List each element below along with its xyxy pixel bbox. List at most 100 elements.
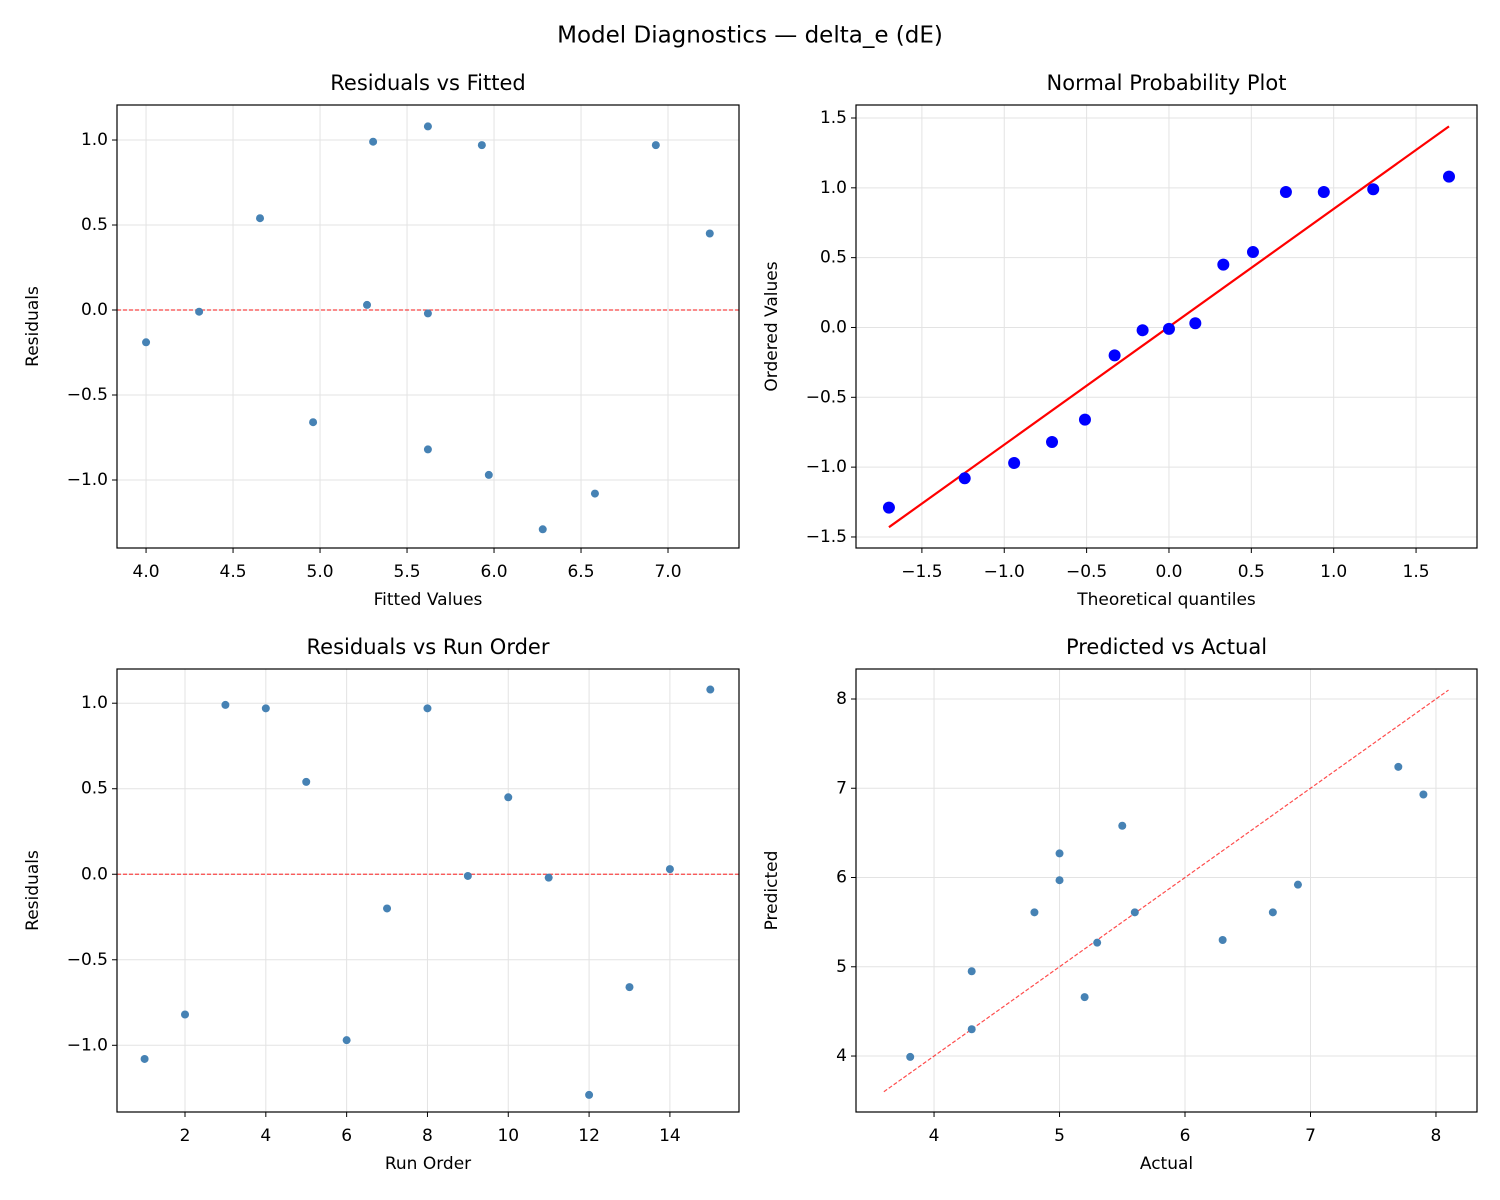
- point: [423, 704, 432, 713]
- point: [625, 983, 634, 992]
- point: [1008, 456, 1021, 469]
- x-axis-label: Run Order: [385, 1154, 471, 1174]
- y-tick-label: 1.0: [81, 130, 108, 150]
- subplot-title: Residuals vs Fitted: [330, 71, 525, 95]
- point: [651, 141, 660, 150]
- point: [181, 1010, 190, 1019]
- point: [423, 309, 432, 318]
- plot-frame: [855, 104, 1478, 549]
- point: [309, 418, 318, 427]
- point: [544, 873, 553, 882]
- point: [423, 122, 432, 131]
- point: [1217, 258, 1230, 271]
- plot-frame: [116, 104, 740, 549]
- fit-line: [883, 689, 1449, 1093]
- x-tick-label: 5: [1054, 1126, 1065, 1146]
- point: [1078, 413, 1091, 426]
- point: [363, 300, 372, 309]
- point: [1118, 821, 1127, 830]
- point: [1442, 170, 1455, 183]
- point: [590, 489, 599, 498]
- point: [705, 229, 714, 238]
- point: [1162, 322, 1175, 335]
- x-tick-label: −1.0: [984, 562, 1025, 582]
- point: [1189, 317, 1202, 330]
- subplot-title: Predicted vs Actual: [1066, 635, 1267, 659]
- x-tick-label: 6: [341, 1126, 352, 1146]
- y-tick-label: 0.0: [820, 317, 847, 337]
- point: [1055, 876, 1064, 885]
- point: [538, 525, 547, 534]
- x-tick-label: 2: [180, 1126, 191, 1146]
- point: [302, 777, 311, 786]
- point: [142, 338, 151, 347]
- y-axis-label: Residuals: [23, 850, 43, 931]
- y-tick-label: 0.0: [81, 864, 108, 884]
- point: [1394, 762, 1403, 771]
- point: [477, 141, 486, 150]
- x-tick-label: 8: [422, 1126, 433, 1146]
- subplot-title: Residuals vs Run Order: [307, 635, 550, 659]
- y-tick-label: 6: [836, 868, 847, 888]
- y-axis-label: Residuals: [23, 286, 43, 367]
- point: [383, 904, 392, 913]
- y-tick-label: −1.0: [806, 457, 847, 477]
- point: [504, 793, 513, 802]
- x-tick-label: 14: [659, 1126, 681, 1146]
- point: [1030, 908, 1039, 917]
- x-tick-label: −1.5: [901, 562, 942, 582]
- x-tick-label: 10: [497, 1126, 519, 1146]
- point: [967, 967, 976, 976]
- y-tick-label: 1.0: [820, 178, 847, 198]
- subplot-title: Normal Probability Plot: [1047, 71, 1287, 95]
- point: [221, 700, 230, 709]
- point: [706, 685, 715, 694]
- point: [958, 472, 971, 485]
- y-tick-label: 0.5: [81, 779, 108, 799]
- point: [1419, 790, 1428, 799]
- point: [369, 137, 378, 146]
- point: [1080, 993, 1089, 1002]
- point: [967, 1025, 976, 1034]
- point: [140, 1054, 149, 1063]
- x-tick-label: 4: [260, 1126, 271, 1146]
- point: [882, 501, 895, 514]
- y-tick-label: 0.0: [81, 300, 108, 320]
- y-tick-label: 1.0: [81, 693, 108, 713]
- x-axis-label: Theoretical quantiles: [1076, 590, 1256, 610]
- x-tick-label: 5.0: [307, 562, 334, 582]
- point: [1218, 935, 1227, 944]
- point: [1093, 938, 1102, 947]
- x-tick-label: 4.5: [220, 562, 247, 582]
- x-tick-label: 4.0: [133, 562, 160, 582]
- x-tick-label: 7: [1305, 1126, 1316, 1146]
- x-tick-label: 0.0: [1155, 562, 1182, 582]
- point: [1317, 186, 1330, 199]
- y-axis-label: Predicted: [762, 851, 782, 931]
- y-tick-label: 4: [836, 1046, 847, 1066]
- point: [906, 1052, 915, 1061]
- y-tick-label: −1.0: [67, 470, 108, 490]
- x-tick-label: 0.5: [1238, 562, 1265, 582]
- x-tick-label: 1.5: [1403, 562, 1430, 582]
- x-tick-label: 6.5: [567, 562, 594, 582]
- point: [1293, 880, 1302, 889]
- x-tick-label: 5.5: [394, 562, 421, 582]
- y-tick-label: −0.5: [67, 950, 108, 970]
- y-tick-label: 8: [836, 689, 847, 709]
- x-tick-label: −0.5: [1066, 562, 1107, 582]
- x-tick-label: 7.0: [654, 562, 681, 582]
- point: [585, 1090, 594, 1099]
- point: [1136, 324, 1149, 337]
- point: [1130, 908, 1139, 917]
- y-tick-label: −1.0: [67, 1035, 108, 1055]
- x-tick-label: 4: [929, 1126, 940, 1146]
- point: [665, 865, 674, 874]
- y-tick-label: −0.5: [806, 387, 847, 407]
- point: [342, 1036, 351, 1045]
- point: [1055, 849, 1064, 858]
- point: [1367, 183, 1380, 196]
- point: [256, 214, 265, 223]
- x-tick-label: 8: [1431, 1126, 1442, 1146]
- point: [484, 470, 493, 479]
